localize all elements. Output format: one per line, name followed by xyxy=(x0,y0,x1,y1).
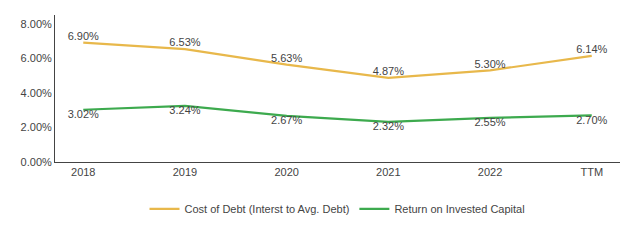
svg-text:5.30%: 5.30% xyxy=(474,58,505,70)
svg-text:2.70%: 2.70% xyxy=(576,114,607,126)
svg-text:2021: 2021 xyxy=(376,166,400,178)
svg-text:6.53%: 6.53% xyxy=(169,36,200,48)
svg-text:4.87%: 4.87% xyxy=(373,65,404,77)
svg-text:0.00%: 0.00% xyxy=(21,156,52,168)
svg-text:2019: 2019 xyxy=(173,166,197,178)
svg-text:2018: 2018 xyxy=(71,166,95,178)
svg-text:2022: 2022 xyxy=(478,166,502,178)
svg-text:2.55%: 2.55% xyxy=(474,116,505,128)
svg-text:6.00%: 6.00% xyxy=(21,52,52,64)
svg-text:2.00%: 2.00% xyxy=(21,121,52,133)
svg-text:Return on Invested Capital: Return on Invested Capital xyxy=(394,203,524,215)
svg-text:3.02%: 3.02% xyxy=(68,108,99,120)
svg-text:2.67%: 2.67% xyxy=(271,114,302,126)
svg-text:2020: 2020 xyxy=(274,166,298,178)
svg-text:3.24%: 3.24% xyxy=(169,104,200,116)
svg-text:5.63%: 5.63% xyxy=(271,52,302,64)
svg-text:TTM: TTM xyxy=(580,166,603,178)
svg-text:8.00%: 8.00% xyxy=(21,18,52,30)
svg-text:6.14%: 6.14% xyxy=(576,43,607,55)
svg-text:Cost of Debt (Interst to Avg.: Cost of Debt (Interst to Avg. Debt) xyxy=(185,203,350,215)
svg-text:6.90%: 6.90% xyxy=(68,30,99,42)
svg-text:2.32%: 2.32% xyxy=(373,120,404,132)
svg-text:4.00%: 4.00% xyxy=(21,87,52,99)
